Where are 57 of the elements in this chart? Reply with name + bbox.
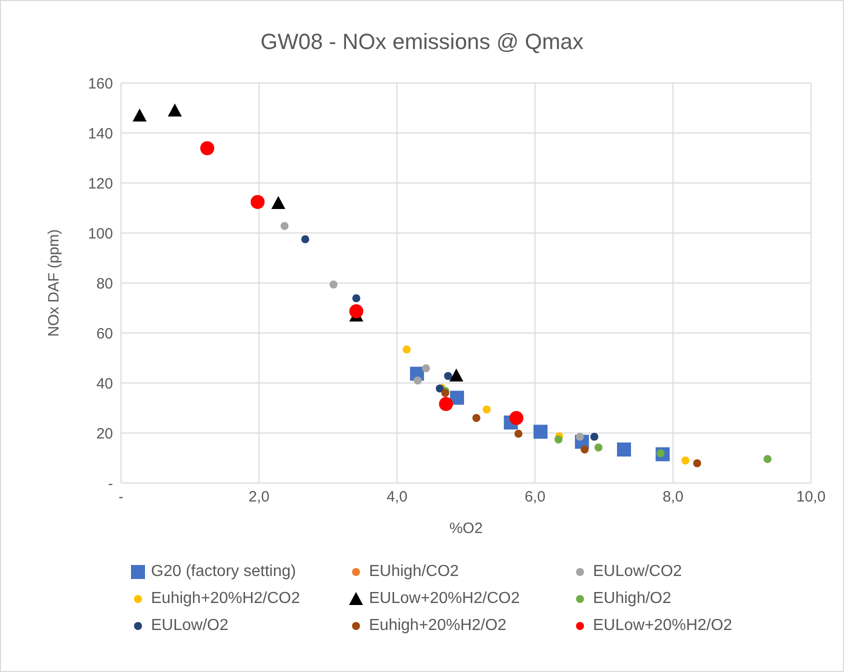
point xyxy=(554,436,562,444)
y-tick-label: - xyxy=(108,475,113,492)
y-tick-label: 160 xyxy=(88,75,113,92)
point xyxy=(617,442,632,456)
point xyxy=(590,432,598,441)
point xyxy=(594,444,602,452)
point xyxy=(438,397,453,411)
point xyxy=(352,294,360,302)
y-tick-label: 80 xyxy=(96,275,113,292)
point xyxy=(330,280,338,288)
point xyxy=(534,424,548,439)
point xyxy=(472,414,480,422)
y-tick-label: 120 xyxy=(88,175,113,192)
x-axis-title: %O2 xyxy=(449,520,483,537)
legend-label: EULow+20%H2/O2 xyxy=(593,617,732,635)
point xyxy=(349,304,364,318)
y-tick-label: 40 xyxy=(96,375,113,392)
x-tick-label: 6,0 xyxy=(524,488,546,506)
point xyxy=(402,346,411,354)
x-tick-label: 2,0 xyxy=(248,488,270,506)
point xyxy=(271,196,286,209)
legend-label: EULow+20%H2/CO2 xyxy=(369,590,520,608)
x-tick-label: 4,0 xyxy=(386,488,408,506)
point xyxy=(200,141,214,156)
y-tick-label: 140 xyxy=(88,125,113,142)
point xyxy=(693,459,702,468)
point xyxy=(580,446,589,454)
point xyxy=(450,390,464,405)
point xyxy=(444,372,452,380)
legend-label: G20 (factory setting) xyxy=(151,563,296,581)
y-tick-label: 100 xyxy=(88,225,113,242)
legend-label: EUhigh/CO2 xyxy=(369,563,459,581)
legend-label: Euhigh+20%H2/O2 xyxy=(369,617,506,635)
y-axis-title: NOx DAF (ppm) xyxy=(45,229,62,337)
chart-title: GW08 - NOx emissions @ Qmax xyxy=(259,29,585,55)
point xyxy=(168,104,182,116)
point xyxy=(482,406,491,414)
legend-label: EUhigh/O2 xyxy=(593,590,672,608)
point xyxy=(764,455,772,463)
legend-label: EULow/O2 xyxy=(151,617,228,635)
y-tick-label: 60 xyxy=(96,325,113,342)
point xyxy=(132,108,147,122)
point xyxy=(509,411,524,425)
y-tick-label: 20 xyxy=(96,425,113,442)
point xyxy=(301,235,310,244)
point xyxy=(422,364,430,372)
legend-label: Euhigh+20%H2/CO2 xyxy=(151,590,300,608)
point xyxy=(514,430,522,438)
x-tick-label: 10,0 xyxy=(796,488,826,506)
point xyxy=(681,456,690,464)
x-tick-label: 8,0 xyxy=(662,488,684,506)
legend-label: EULow/CO2 xyxy=(593,563,682,581)
point xyxy=(250,195,265,209)
point xyxy=(414,376,422,384)
point xyxy=(576,432,584,441)
point xyxy=(280,222,289,230)
point xyxy=(449,368,464,382)
